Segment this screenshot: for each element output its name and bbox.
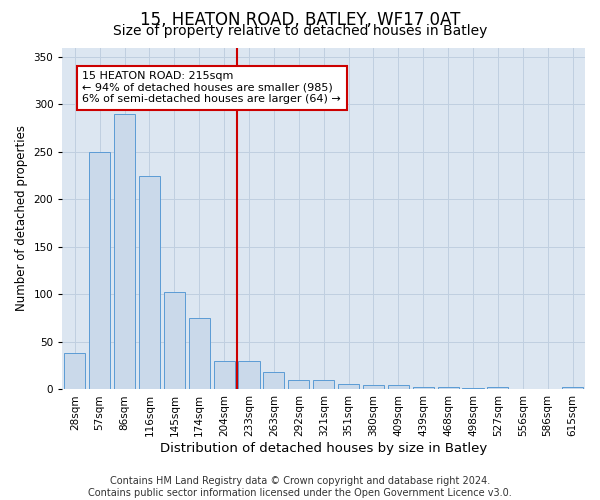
- Bar: [64, 354, 85, 390]
- Y-axis label: Number of detached properties: Number of detached properties: [15, 126, 28, 312]
- Text: 15 HEATON ROAD: 215sqm
← 94% of detached houses are smaller (985)
6% of semi-det: 15 HEATON ROAD: 215sqm ← 94% of detached…: [82, 71, 341, 104]
- Bar: [263, 372, 284, 390]
- Text: Contains HM Land Registry data © Crown copyright and database right 2024.
Contai: Contains HM Land Registry data © Crown c…: [88, 476, 512, 498]
- Text: Size of property relative to detached houses in Batley: Size of property relative to detached ho…: [113, 24, 487, 38]
- Bar: [388, 384, 409, 390]
- Bar: [363, 384, 384, 390]
- Bar: [437, 386, 458, 390]
- Bar: [313, 380, 334, 390]
- Bar: [114, 114, 135, 390]
- Bar: [238, 361, 260, 390]
- Bar: [338, 384, 359, 390]
- Bar: [413, 386, 434, 390]
- Text: 15, HEATON ROAD, BATLEY, WF17 0AT: 15, HEATON ROAD, BATLEY, WF17 0AT: [140, 11, 460, 29]
- Bar: [562, 386, 583, 390]
- Bar: [512, 388, 533, 390]
- Bar: [139, 176, 160, 390]
- Bar: [188, 318, 210, 390]
- Bar: [463, 388, 484, 390]
- Bar: [89, 152, 110, 390]
- Bar: [487, 386, 508, 390]
- Bar: [214, 361, 235, 390]
- X-axis label: Distribution of detached houses by size in Batley: Distribution of detached houses by size …: [160, 442, 487, 455]
- Bar: [288, 380, 310, 390]
- Bar: [164, 292, 185, 390]
